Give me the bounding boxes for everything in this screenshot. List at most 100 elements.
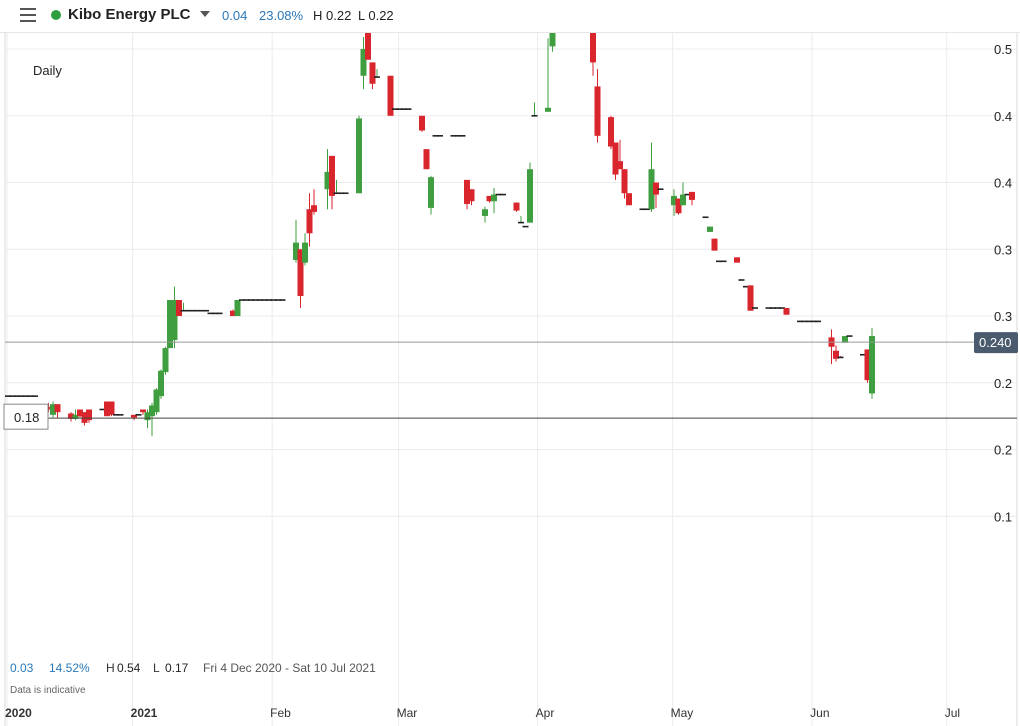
candle-body bbox=[513, 202, 520, 211]
candle bbox=[513, 202, 520, 212]
candle-body bbox=[302, 242, 308, 263]
candle bbox=[531, 102, 538, 117]
candle bbox=[144, 409, 151, 429]
candle bbox=[428, 175, 434, 215]
header-change-percent: 23.08% bbox=[259, 8, 304, 23]
candle-body bbox=[783, 308, 790, 315]
candle bbox=[864, 349, 871, 383]
x-tick-label: May bbox=[671, 706, 694, 720]
candle-body bbox=[626, 193, 632, 206]
candle bbox=[81, 412, 88, 426]
candle-body bbox=[50, 404, 56, 415]
candle bbox=[302, 233, 308, 266]
candle bbox=[311, 189, 317, 215]
candle bbox=[234, 300, 241, 317]
candle bbox=[711, 238, 718, 251]
candle-body bbox=[549, 33, 556, 47]
candle bbox=[167, 300, 173, 349]
y-axis: 0.50.50.40.40.30.30.20.20.1 bbox=[994, 42, 1012, 524]
hamburger-menu-icon[interactable] bbox=[20, 8, 36, 22]
footer-low-label: L bbox=[153, 661, 160, 675]
candle-body bbox=[617, 161, 623, 170]
y-tick-label: 0.5 bbox=[994, 42, 1012, 57]
candle bbox=[734, 257, 740, 263]
candle bbox=[108, 401, 115, 417]
candle-body bbox=[864, 349, 871, 381]
candle-body bbox=[167, 300, 173, 349]
y-tick-label: 0.4 bbox=[994, 176, 1012, 191]
candle bbox=[486, 195, 493, 203]
candle bbox=[594, 69, 601, 143]
candle bbox=[387, 75, 394, 116]
candle-body bbox=[590, 33, 596, 63]
candle bbox=[54, 404, 61, 418]
candle bbox=[365, 33, 371, 60]
candle bbox=[648, 142, 655, 212]
candle-body bbox=[68, 413, 74, 419]
candle bbox=[518, 215, 524, 224]
candle-body bbox=[86, 409, 92, 421]
candle bbox=[77, 409, 83, 418]
candle-body bbox=[108, 401, 115, 415]
candle bbox=[171, 286, 178, 349]
candle bbox=[707, 226, 713, 232]
candle-body bbox=[491, 194, 497, 202]
instrument-title[interactable]: Kibo Energy PLC bbox=[68, 6, 191, 23]
candle-body bbox=[419, 115, 425, 131]
candle bbox=[590, 33, 596, 76]
candle bbox=[306, 193, 313, 247]
candle-body bbox=[369, 62, 376, 84]
candle bbox=[549, 33, 556, 52]
header-high: H 0.22 bbox=[313, 8, 352, 23]
footer-high-value: 0.54 bbox=[117, 661, 141, 675]
candle bbox=[369, 62, 376, 90]
candle bbox=[675, 198, 682, 215]
candle bbox=[545, 38, 551, 112]
candle-body bbox=[140, 409, 146, 413]
candlestick-chart[interactable]: 0.180.240 0.50.50.40.40.30.30.20.20.1 20… bbox=[0, 33, 1020, 726]
candle-body bbox=[428, 177, 434, 208]
candle bbox=[833, 345, 839, 362]
candle-body bbox=[153, 389, 160, 413]
candle-body bbox=[387, 75, 394, 116]
footer-change: 0.03 bbox=[10, 661, 34, 675]
candle-body bbox=[81, 412, 88, 423]
candle-body bbox=[653, 182, 659, 195]
candle bbox=[293, 219, 299, 263]
candle-body bbox=[680, 194, 686, 206]
candle-body bbox=[360, 49, 367, 76]
candle-body bbox=[747, 285, 754, 311]
header-change: 0.04 bbox=[222, 8, 248, 23]
candlestick-series bbox=[5, 33, 875, 437]
candle bbox=[329, 155, 335, 210]
chevron-down-icon[interactable] bbox=[200, 11, 210, 17]
y-tick-label: 0.3 bbox=[994, 242, 1012, 257]
candle-body bbox=[869, 336, 875, 394]
candle bbox=[680, 182, 686, 206]
candle bbox=[419, 115, 425, 132]
candle-body bbox=[297, 249, 304, 297]
y-tick-label: 0.3 bbox=[994, 309, 1012, 324]
candle bbox=[608, 115, 614, 150]
candle-body bbox=[104, 401, 110, 417]
candle bbox=[747, 285, 754, 311]
candle bbox=[230, 309, 236, 317]
candle bbox=[837, 356, 844, 359]
candle-body bbox=[324, 171, 331, 190]
candle bbox=[131, 414, 137, 421]
candle-body bbox=[311, 205, 317, 212]
candle-body bbox=[689, 191, 695, 200]
candle-body bbox=[527, 169, 533, 223]
candle-body bbox=[72, 414, 79, 419]
candle-body bbox=[707, 226, 713, 232]
footer-change-percent: 14.52% bbox=[49, 661, 90, 675]
candle bbox=[149, 402, 155, 437]
x-tick-label: Mar bbox=[397, 706, 418, 720]
candle bbox=[869, 328, 875, 399]
data-indicative-note: Data is indicative bbox=[10, 685, 86, 696]
x-tick-label: Jul bbox=[945, 706, 960, 720]
candle-body bbox=[464, 179, 470, 204]
current-price-tag bbox=[974, 332, 1018, 354]
candle-body bbox=[621, 169, 628, 194]
candle bbox=[356, 115, 362, 194]
